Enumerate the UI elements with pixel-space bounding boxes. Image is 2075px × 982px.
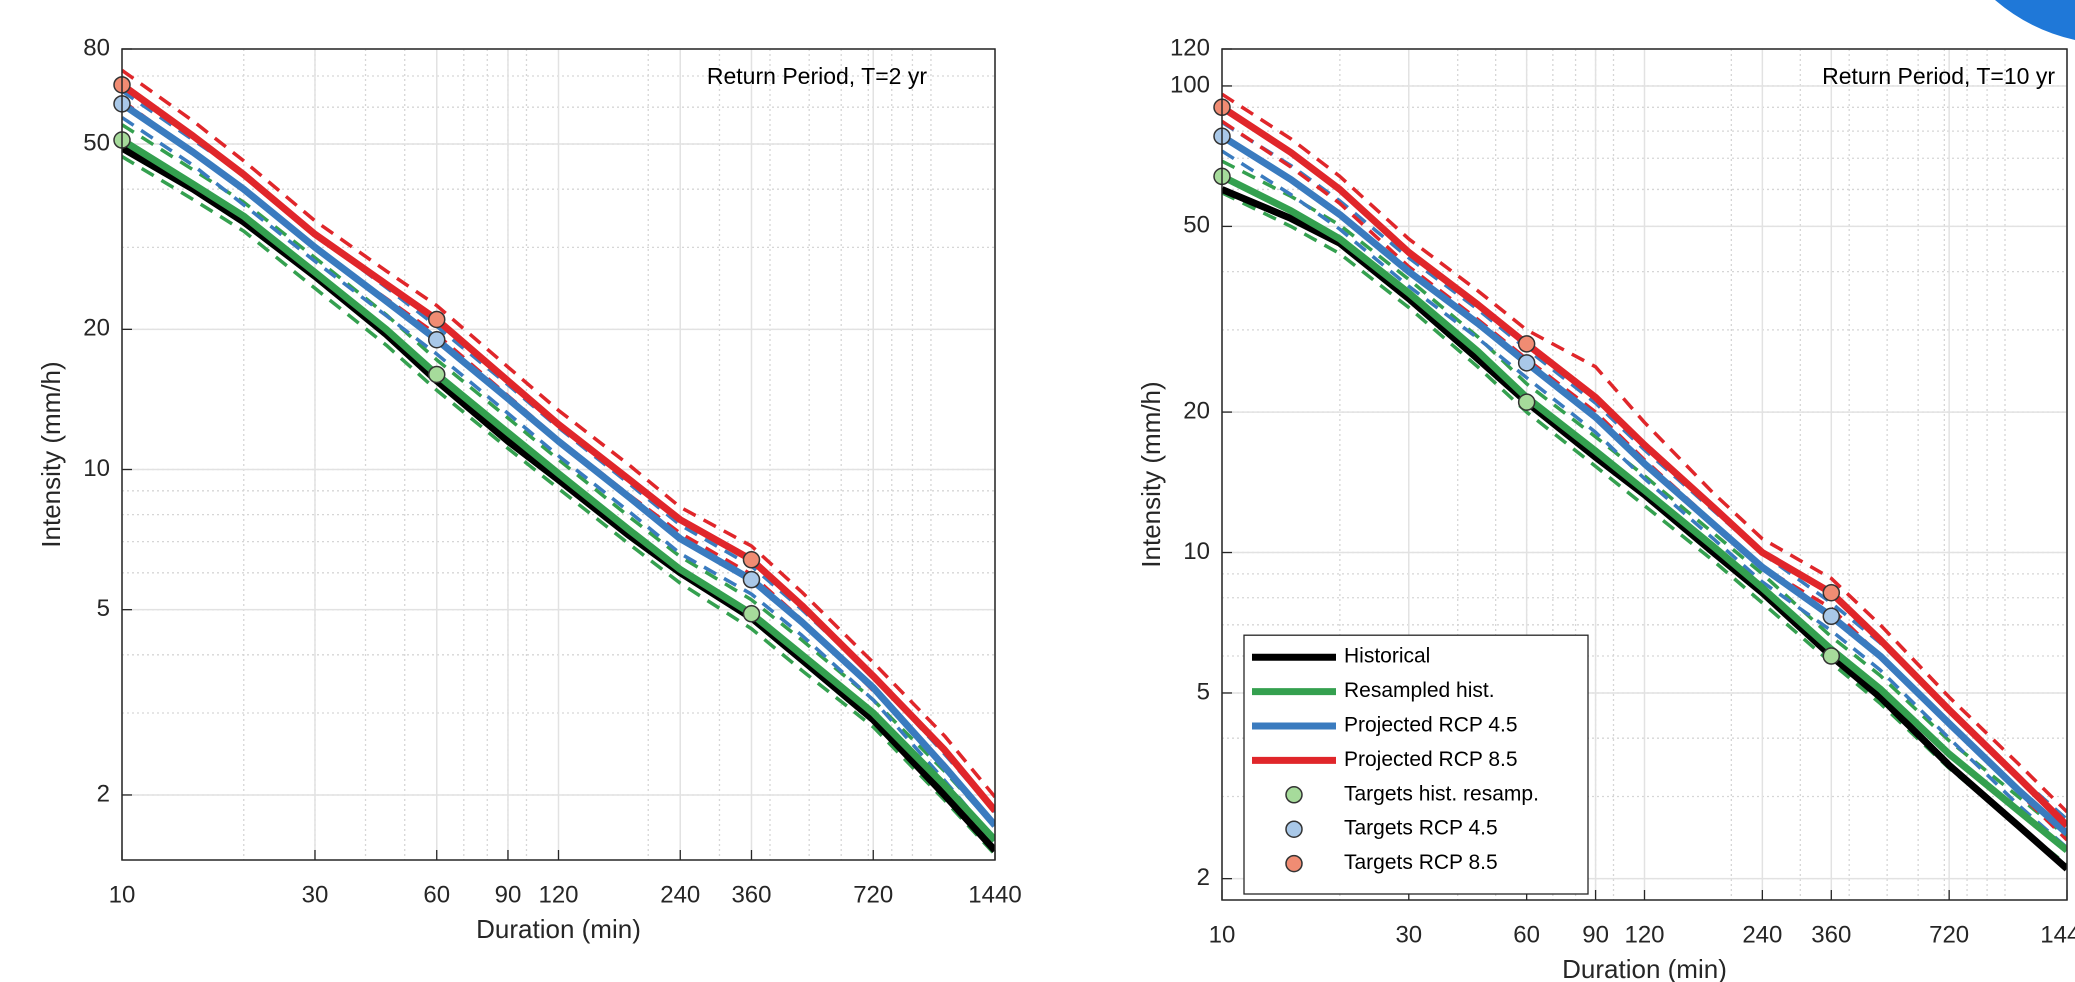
x-tick-label: 720	[1929, 921, 1969, 948]
axes-box	[1221, 48, 2068, 901]
series-line	[1222, 133, 2067, 837]
x-tick-label: 60	[1513, 921, 1540, 948]
target-marker	[1517, 393, 1536, 411]
y-tick-label: 10	[83, 455, 110, 482]
x-tick-label: 60	[423, 881, 450, 908]
x-tick-label: 30	[302, 881, 329, 908]
y-tick-label: 20	[83, 315, 110, 342]
bound-line	[122, 155, 995, 856]
axes-box	[121, 48, 996, 861]
y-axis-label: Intensity (mm/h)	[1136, 381, 1166, 567]
x-tick-label: 360	[731, 881, 771, 908]
y-tick-label: 10	[1183, 538, 1210, 565]
x-tick-label: 120	[538, 881, 578, 908]
legend-label: Targets hist. resamp.	[1344, 782, 1539, 805]
corner-decoration	[1995, 0, 2075, 40]
plot-area	[1222, 92, 2067, 872]
x-tick-label: 90	[1582, 921, 1609, 948]
bound-line	[1222, 159, 2067, 839]
panel: 10 30 60 90 120 240 360 720 1440 2 5 10 20 50 80 Durati…	[36, 34, 1022, 944]
target-marker	[1822, 607, 1841, 626]
target-marker	[427, 365, 446, 384]
legend-label: Projected RCP 8.5	[1344, 748, 1518, 771]
target-marker	[427, 310, 446, 329]
series-line	[122, 145, 995, 853]
series-line	[1222, 104, 2067, 828]
bound-line	[1222, 92, 2067, 814]
x-tick-label: 30	[1395, 921, 1422, 948]
legend-label: Targets RCP 8.5	[1344, 851, 1498, 874]
target-marker	[427, 330, 446, 349]
x-axis-label: Duration (min)	[476, 914, 641, 944]
y-tick-label: 100	[1170, 71, 1210, 98]
y-axis-label: Intensity (mm/h)	[36, 361, 66, 547]
target-marker	[742, 570, 761, 589]
x-tick-label: 720	[853, 881, 893, 908]
series-line	[122, 137, 995, 843]
bound-line	[1222, 149, 2067, 850]
bound-line	[122, 116, 995, 842]
series-line	[122, 100, 995, 828]
panel-title: Return Period, T=10 yr	[1822, 63, 2055, 89]
legend-swatch	[1285, 854, 1303, 873]
x-tick-label: 10	[109, 881, 136, 908]
y-tick-label: 120	[1170, 34, 1210, 61]
series-line	[1222, 173, 2067, 854]
y-tick-label: 5	[1197, 678, 1210, 705]
target-marker	[742, 605, 761, 623]
target-marker	[1517, 354, 1536, 372]
x-tick-label: 240	[1742, 921, 1782, 948]
series-line	[1222, 186, 2067, 872]
target-marker	[1517, 335, 1536, 353]
y-tick-label: 50	[83, 129, 110, 156]
legend-label: Projected RCP 4.5	[1344, 714, 1518, 737]
y-tick-label: 80	[83, 34, 110, 61]
x-tick-label: 1440	[968, 881, 1021, 908]
x-axis-label: Duration (min)	[1562, 954, 1727, 982]
x-tick-label: 120	[1624, 921, 1664, 948]
legend-label: Resampled hist.	[1344, 679, 1495, 702]
x-tick-label: 90	[495, 881, 522, 908]
legend-label: Historical	[1344, 645, 1430, 668]
legend-swatch	[1285, 786, 1303, 804]
bound-line	[122, 68, 995, 799]
legend-label: Targets RCP 4.5	[1344, 817, 1498, 840]
x-tick-label: 240	[660, 881, 700, 908]
panel: 10 30 60 90 120 240 360 720 1440 2 5 10 20 50 100 120 Du…	[1136, 34, 2075, 982]
x-tick-label: 10	[1209, 921, 1236, 948]
target-marker	[742, 551, 761, 569]
y-tick-label: 5	[97, 595, 110, 622]
plot-area	[122, 68, 995, 856]
legend-box	[1243, 634, 1589, 895]
y-tick-label: 2	[97, 780, 110, 807]
series-line	[122, 82, 995, 813]
y-tick-label: 20	[1183, 397, 1210, 424]
y-tick-label: 2	[1197, 864, 1210, 891]
target-marker	[1822, 647, 1841, 665]
panel-title: Return Period, T=2 yr	[707, 63, 927, 89]
y-tick-label: 50	[1183, 212, 1210, 239]
target-marker	[1822, 583, 1841, 602]
legend-swatch	[1285, 820, 1303, 838]
bound-line	[122, 123, 995, 828]
x-tick-label: 1440	[2040, 921, 2075, 948]
x-tick-label: 360	[1811, 921, 1851, 948]
